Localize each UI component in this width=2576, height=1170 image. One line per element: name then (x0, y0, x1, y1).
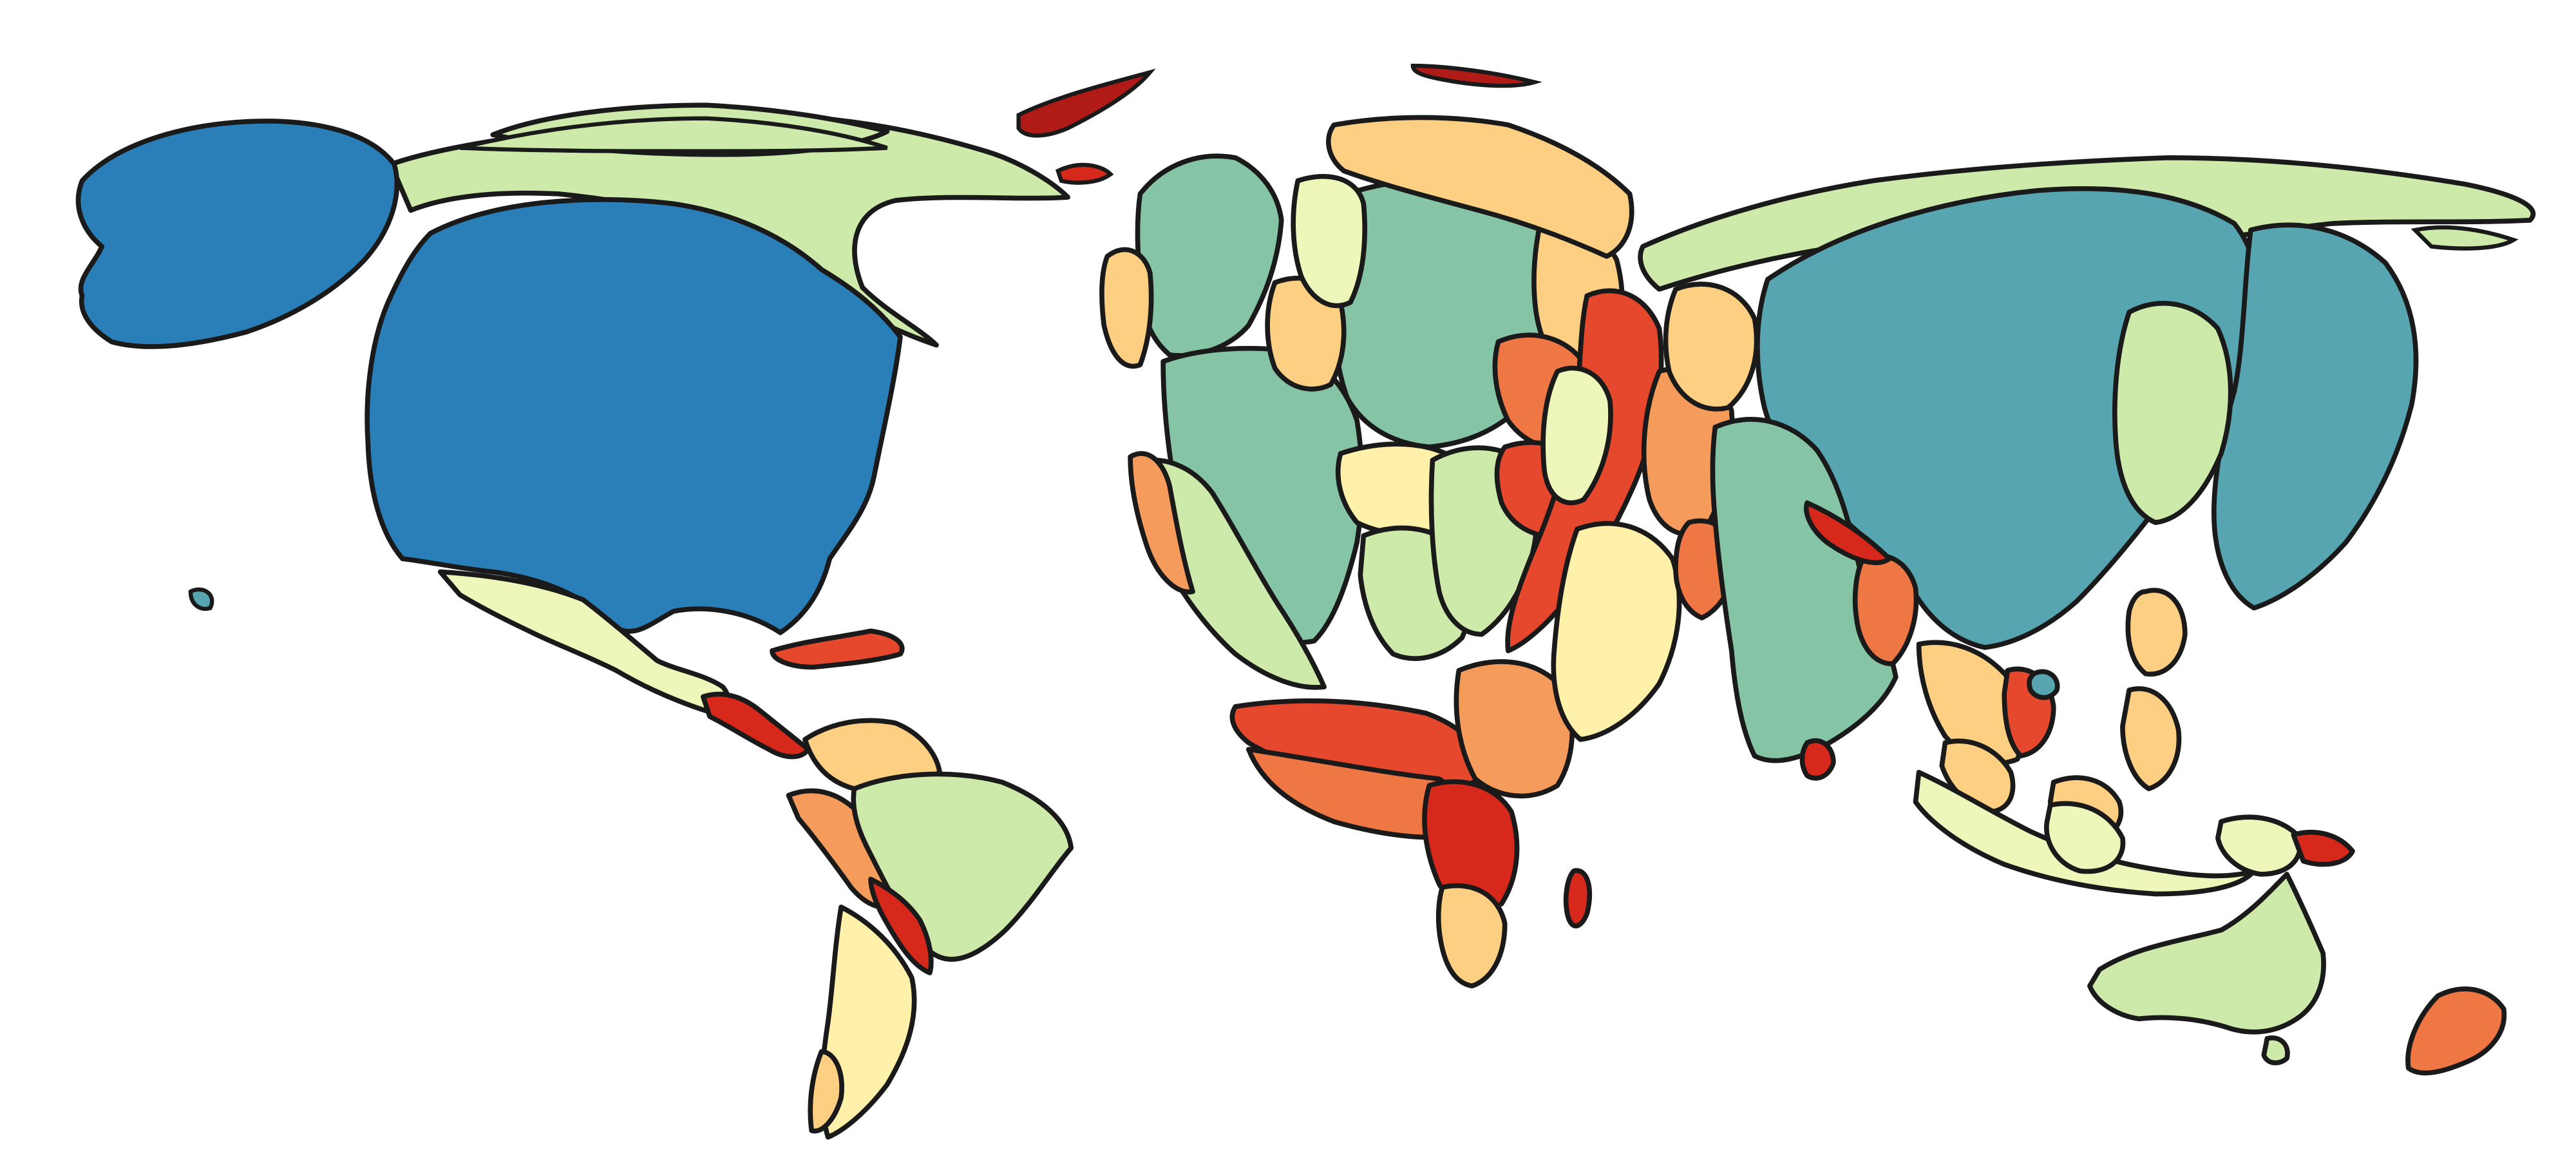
oceania (1913, 686, 2507, 1076)
island-svalbard (1016, 68, 1156, 138)
arctic-islands (188, 63, 2519, 611)
region-caribbean (770, 628, 905, 670)
region-chile-coast (868, 876, 934, 975)
region-russia-west (1326, 115, 1634, 259)
region-png (2291, 829, 2355, 867)
north-america (75, 102, 1070, 760)
region-new-zealand (2405, 986, 2507, 1076)
region-arabia (1551, 521, 1682, 742)
region-portugal (1099, 247, 1154, 369)
region-australia (2087, 872, 2326, 1035)
region-philippines (2120, 686, 2182, 792)
region-korea-japan (2211, 222, 2419, 611)
region-alaska (75, 119, 400, 349)
region-central-asia-stans (1663, 282, 1759, 412)
region-borneo (2043, 801, 2126, 874)
region-india (1710, 417, 1899, 763)
region-bangladesh-myanmar (1852, 553, 1919, 667)
asia (1638, 155, 2536, 814)
region-east-africa (1454, 659, 1575, 799)
region-argentina (819, 905, 917, 1140)
region-iberia-coast (1128, 451, 1195, 595)
island-novaya (1410, 63, 1542, 88)
south-america (786, 718, 1074, 1140)
region-indochina (1916, 640, 2025, 766)
region-madagascar (1563, 868, 1593, 928)
region-levant (1540, 365, 1613, 506)
region-mongolia (2112, 300, 2233, 525)
region-central-africa (1422, 779, 1520, 912)
europe (1099, 115, 1634, 690)
island-arctic-strip (459, 116, 888, 153)
region-tasmania (2261, 1035, 2290, 1066)
island-hawaii (188, 587, 214, 611)
region-brazil (851, 771, 1074, 962)
region-scandinavia (1291, 174, 1368, 309)
region-southern-tip (808, 1049, 844, 1134)
region-papua (2215, 814, 2303, 877)
region-uk-ireland (1135, 153, 1284, 358)
region-hainan (2027, 669, 2060, 700)
region-sri-lanka (1799, 738, 1836, 781)
region-taiwan (2125, 588, 2188, 677)
island-kamchatka (2410, 225, 2519, 251)
region-usa (365, 197, 903, 635)
region-central-america (701, 691, 811, 760)
island-iceland (1055, 162, 1114, 185)
region-southern-africa (1435, 883, 1508, 989)
region-himalaya-band (1804, 500, 1892, 566)
